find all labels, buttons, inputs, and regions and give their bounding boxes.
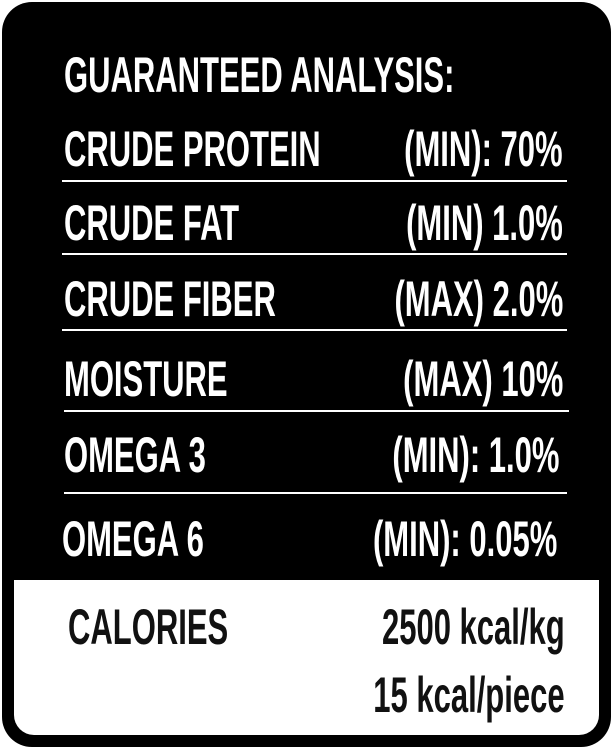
divider bbox=[64, 492, 567, 494]
row-value: (MIN) 1.0% bbox=[406, 195, 563, 251]
calories-per-piece: 15 kcal/piece bbox=[373, 667, 565, 723]
divider bbox=[62, 180, 567, 182]
divider bbox=[62, 329, 567, 331]
label-title: GUARANTEED ANALYSIS: bbox=[64, 47, 455, 103]
calories-label: CALORIES bbox=[68, 599, 229, 655]
row-name: CRUDE FIBER bbox=[64, 271, 276, 327]
divider bbox=[64, 410, 569, 412]
row-name: CRUDE PROTEIN bbox=[64, 121, 321, 177]
row-name: OMEGA 3 bbox=[64, 427, 206, 483]
row-value: (MIN): 0.05% bbox=[372, 511, 557, 567]
row-value: (MAX) 2.0% bbox=[394, 271, 563, 327]
divider bbox=[62, 253, 567, 255]
calories-panel: CALORIES 2500 kcal/kg 15 kcal/piece bbox=[14, 580, 599, 735]
row-value: (MAX) 10% bbox=[402, 351, 563, 407]
row-name: CRUDE FAT bbox=[64, 195, 240, 251]
row-name: MOISTURE bbox=[64, 351, 228, 407]
row-value: (MIN): 1.0% bbox=[391, 427, 559, 483]
calories-per-kg: 2500 kcal/kg bbox=[382, 599, 565, 655]
row-name: OMEGA 6 bbox=[62, 511, 204, 567]
row-value: (MIN): 70% bbox=[404, 121, 563, 177]
